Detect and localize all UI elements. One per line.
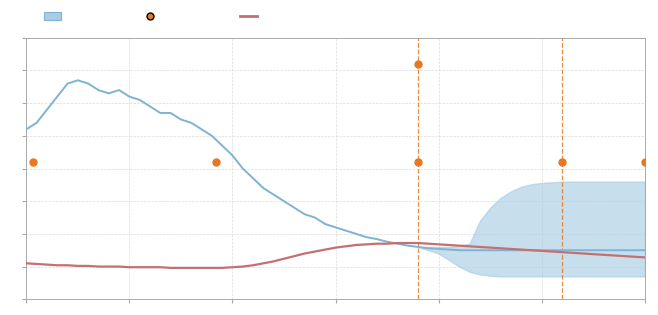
Legend: , , : , , xyxy=(43,11,261,21)
